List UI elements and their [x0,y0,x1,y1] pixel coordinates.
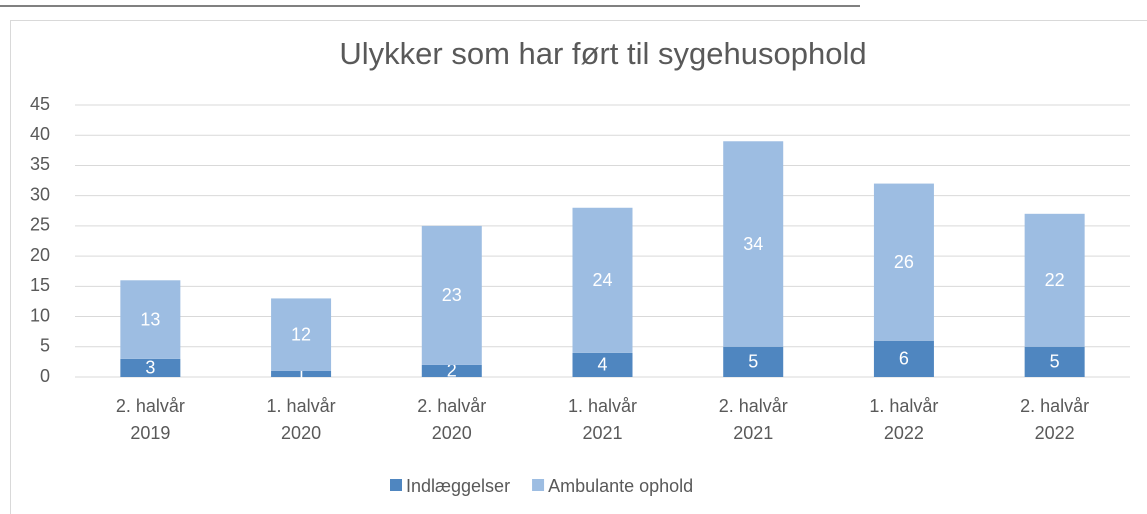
data-label: 24 [592,270,612,290]
bar-segment [723,346,784,377]
y-tick-label: 15 [30,275,50,295]
data-label: 34 [743,234,763,254]
y-tick-label: 5 [40,336,50,356]
bar-segment [271,370,332,377]
data-label: 4 [597,355,607,375]
y-tick-label: 30 [30,184,50,204]
data-label: 1 [296,364,306,384]
chart-title: Ulykker som har ført til sygehusophold [339,36,866,71]
legend-swatch [390,479,402,491]
legend-label: Ambulante ophold [548,476,693,496]
bar-segment [1024,346,1085,377]
data-label: 26 [894,252,914,272]
legend-swatch [532,479,545,491]
chart-border [10,20,1147,514]
y-tick-label: 10 [30,305,50,325]
x-tick-label: 2. halvår 2019 [116,396,185,443]
bar-segment [1024,213,1085,347]
bar-segment [421,364,482,377]
y-tick-label: 25 [30,215,50,235]
data-label: 12 [291,324,311,344]
y-tick-label: 20 [30,245,50,265]
bar-segment [873,183,934,341]
data-label: 2 [447,361,457,381]
x-tick-label: 1. halvår 2021 [568,396,637,443]
data-label: 3 [145,358,155,378]
data-label: 5 [748,352,758,372]
bar-segment [120,358,181,377]
bar-segment [271,298,332,371]
y-tick-label: 0 [40,366,50,386]
bar-segment [572,207,633,353]
bar-segment [421,225,482,365]
data-label: 22 [1045,270,1065,290]
data-label: 23 [442,285,462,305]
data-label: 6 [899,349,909,369]
bar-segment [572,352,633,377]
data-label: 13 [140,309,160,329]
data-label: 5 [1050,352,1060,372]
y-tick-label: 45 [30,94,50,114]
x-tick-label: 2. halvår 2021 [719,396,788,443]
x-tick-label: 1. halvår 2020 [267,396,336,443]
bar-segment [120,280,181,359]
y-tick-label: 40 [30,124,50,144]
y-tick-label: 35 [30,154,50,174]
x-tick-label: 2. halvår 2020 [417,396,486,443]
bar-segment [873,340,934,377]
x-tick-label: 2. halvår 2022 [1020,396,1089,443]
legend-label: Indlæggelser [406,476,510,496]
bar-segment [723,141,784,347]
x-tick-label: 1. halvår 2022 [869,396,938,443]
